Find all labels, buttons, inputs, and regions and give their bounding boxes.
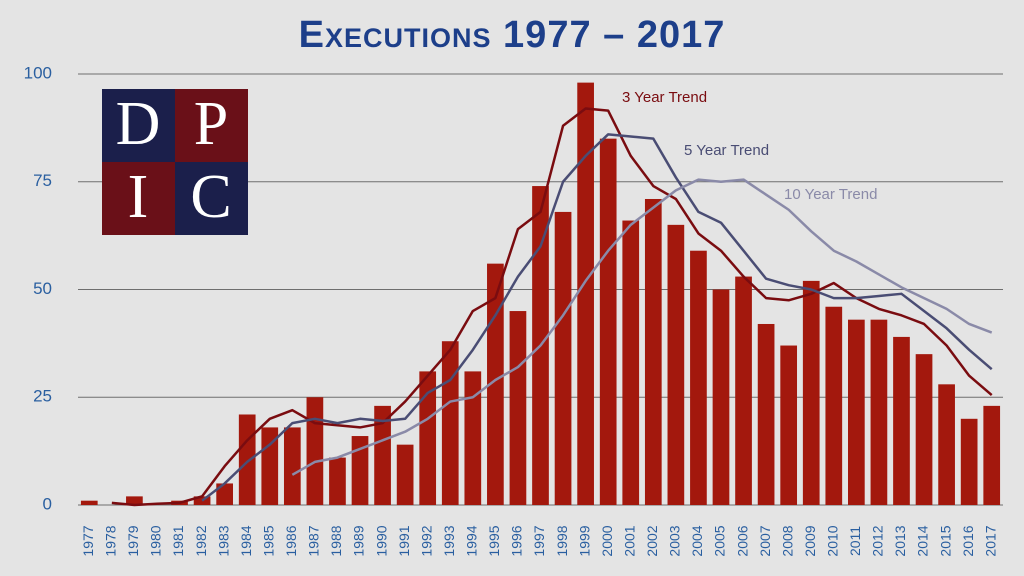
x-tick-label: 1982: [193, 525, 209, 556]
bar: [329, 457, 346, 505]
bar: [238, 414, 256, 505]
x-tick-label: 1995: [486, 525, 502, 556]
x-tick-label: 2002: [644, 525, 660, 556]
x-tick-label: 2005: [712, 525, 728, 556]
x-tick-label: 1986: [283, 525, 299, 556]
x-tick-label: 1998: [554, 525, 570, 556]
x-tick-label: 2004: [689, 525, 705, 556]
chart-title: Executions 1977 – 2017: [299, 14, 726, 56]
bar: [802, 280, 820, 505]
x-tick-label: 1980: [148, 525, 164, 556]
bar: [216, 483, 233, 505]
x-tick-label: 2006: [734, 525, 750, 556]
bar: [80, 500, 98, 505]
x-tick-label: 1992: [418, 525, 434, 556]
x-tick-label: 1983: [215, 525, 231, 556]
logo-letter: I: [128, 163, 149, 231]
bar: [690, 250, 707, 505]
x-tick-label: 1988: [328, 525, 344, 556]
x-tick-label: 2014: [915, 525, 931, 556]
x-tick-label: 1978: [103, 525, 119, 556]
x-tick-label: 2016: [960, 525, 976, 556]
logo-letter: D: [116, 90, 161, 158]
x-tick-label: 2009: [802, 525, 818, 556]
y-tick-label: 25: [33, 387, 52, 406]
logo-letter: P: [194, 90, 228, 158]
x-tick-label: 1999: [576, 525, 592, 556]
bar: [396, 444, 414, 505]
bar: [599, 138, 617, 505]
logo-tile: [102, 89, 175, 162]
x-tick-label: 2012: [870, 525, 886, 556]
logo-tile: [175, 162, 248, 235]
y-tick-label: 0: [43, 494, 52, 513]
x-tick-label: 1989: [351, 525, 367, 556]
x-tick-label: 2007: [757, 525, 773, 556]
x-tick-label: 1977: [80, 525, 96, 556]
y-tick-label: 100: [24, 63, 52, 82]
bar: [870, 319, 888, 505]
bar: [283, 427, 301, 505]
x-tick-label: 1994: [464, 525, 480, 556]
x-tick-label: 1993: [441, 525, 457, 556]
bar: [893, 336, 910, 505]
trend-line: [201, 133, 993, 502]
x-tick-label: 1987: [306, 525, 322, 556]
bar: [622, 220, 640, 506]
bar: [983, 405, 1001, 505]
bar: [351, 436, 369, 505]
bar: [126, 496, 143, 505]
logo-tile: [175, 89, 248, 162]
x-tick-label: 1979: [125, 525, 141, 556]
bar: [577, 82, 594, 506]
x-tick-label: 1981: [170, 525, 186, 556]
x-tick-label: 1997: [531, 525, 547, 556]
bar: [848, 319, 865, 505]
bar: [780, 345, 798, 505]
bar: [644, 198, 662, 506]
logo-letter: C: [190, 163, 231, 231]
bar: [441, 341, 459, 505]
bar: [374, 405, 391, 505]
bar: [735, 276, 752, 505]
bar: [915, 354, 933, 505]
bar: [757, 323, 775, 505]
legend-label: 10 Year Trend: [784, 186, 877, 203]
y-tick-label: 50: [33, 279, 52, 298]
x-tick-label: 2011: [847, 526, 863, 556]
x-tick-label: 2017: [982, 525, 998, 556]
x-tick-label: 2000: [599, 525, 615, 556]
x-tick-label: 2010: [824, 525, 840, 556]
x-tick-label: 2015: [937, 525, 953, 556]
x-tick-label: 2001: [621, 525, 637, 556]
bar: [825, 306, 843, 505]
logo-tile: [102, 162, 175, 235]
x-tick-label: 1984: [238, 525, 254, 556]
bar: [464, 371, 482, 505]
x-tick-label: 2013: [892, 525, 908, 556]
logo: D P I C: [102, 89, 248, 235]
bar: [509, 311, 527, 505]
bar: [554, 211, 572, 506]
bar: [667, 224, 685, 505]
x-tick-label: 1985: [260, 525, 276, 556]
y-tick-label: 75: [33, 171, 52, 190]
x-tick-label: 1991: [396, 525, 412, 556]
bar: [960, 418, 978, 505]
x-tick-label: 1990: [373, 525, 389, 556]
bar: [712, 289, 730, 505]
trend-line: [111, 107, 993, 507]
bar: [306, 397, 324, 505]
legend-label: 5 Year Trend: [684, 142, 769, 159]
x-tick-label: 2008: [779, 525, 795, 556]
bar: [419, 371, 437, 505]
trend-line: [291, 178, 993, 476]
x-tick-label: 1996: [509, 525, 525, 556]
x-tick-label: 2003: [667, 525, 683, 556]
bar: [938, 384, 955, 505]
bar: [193, 496, 211, 505]
legend-label: 3 Year Trend: [622, 89, 707, 106]
